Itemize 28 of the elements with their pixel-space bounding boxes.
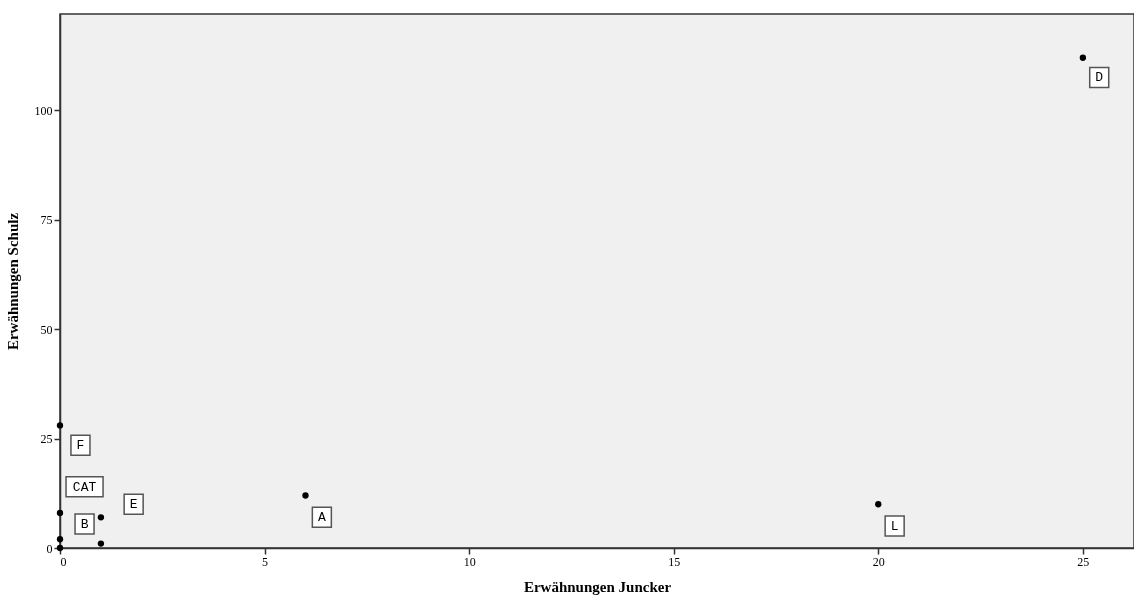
point	[56, 422, 64, 429]
annotation: CAT	[72, 479, 97, 495]
annotation: L	[890, 519, 899, 535]
x-tick-label: 5	[262, 554, 269, 569]
y-axis-title: Erwähnungen Schulz	[4, 212, 21, 351]
x-tick-label: 15	[668, 554, 681, 569]
y-tick-label: 0	[46, 541, 53, 556]
annotation: B	[80, 516, 89, 532]
point	[1079, 54, 1087, 61]
x-tick-label: 0	[60, 554, 67, 569]
annotation: D	[1095, 70, 1104, 86]
y-tick-label: 50	[40, 322, 53, 337]
point	[875, 501, 882, 508]
point	[302, 492, 309, 499]
point	[97, 514, 105, 521]
point	[56, 536, 64, 543]
point	[56, 509, 64, 517]
x-axis-title: Erwähnungen Juncker	[523, 578, 672, 595]
y-tick-label: 75	[40, 213, 53, 228]
annotation: F	[76, 438, 85, 454]
y-tick-label: 25	[40, 432, 53, 447]
y-tick-label: 100	[34, 103, 53, 118]
point	[97, 540, 105, 547]
x-tick-label: 10	[463, 554, 476, 569]
x-tick-label: 20	[872, 554, 885, 569]
annotation: A	[317, 510, 326, 526]
x-tick-label: 25	[1077, 554, 1090, 569]
annotation: E	[129, 497, 138, 513]
